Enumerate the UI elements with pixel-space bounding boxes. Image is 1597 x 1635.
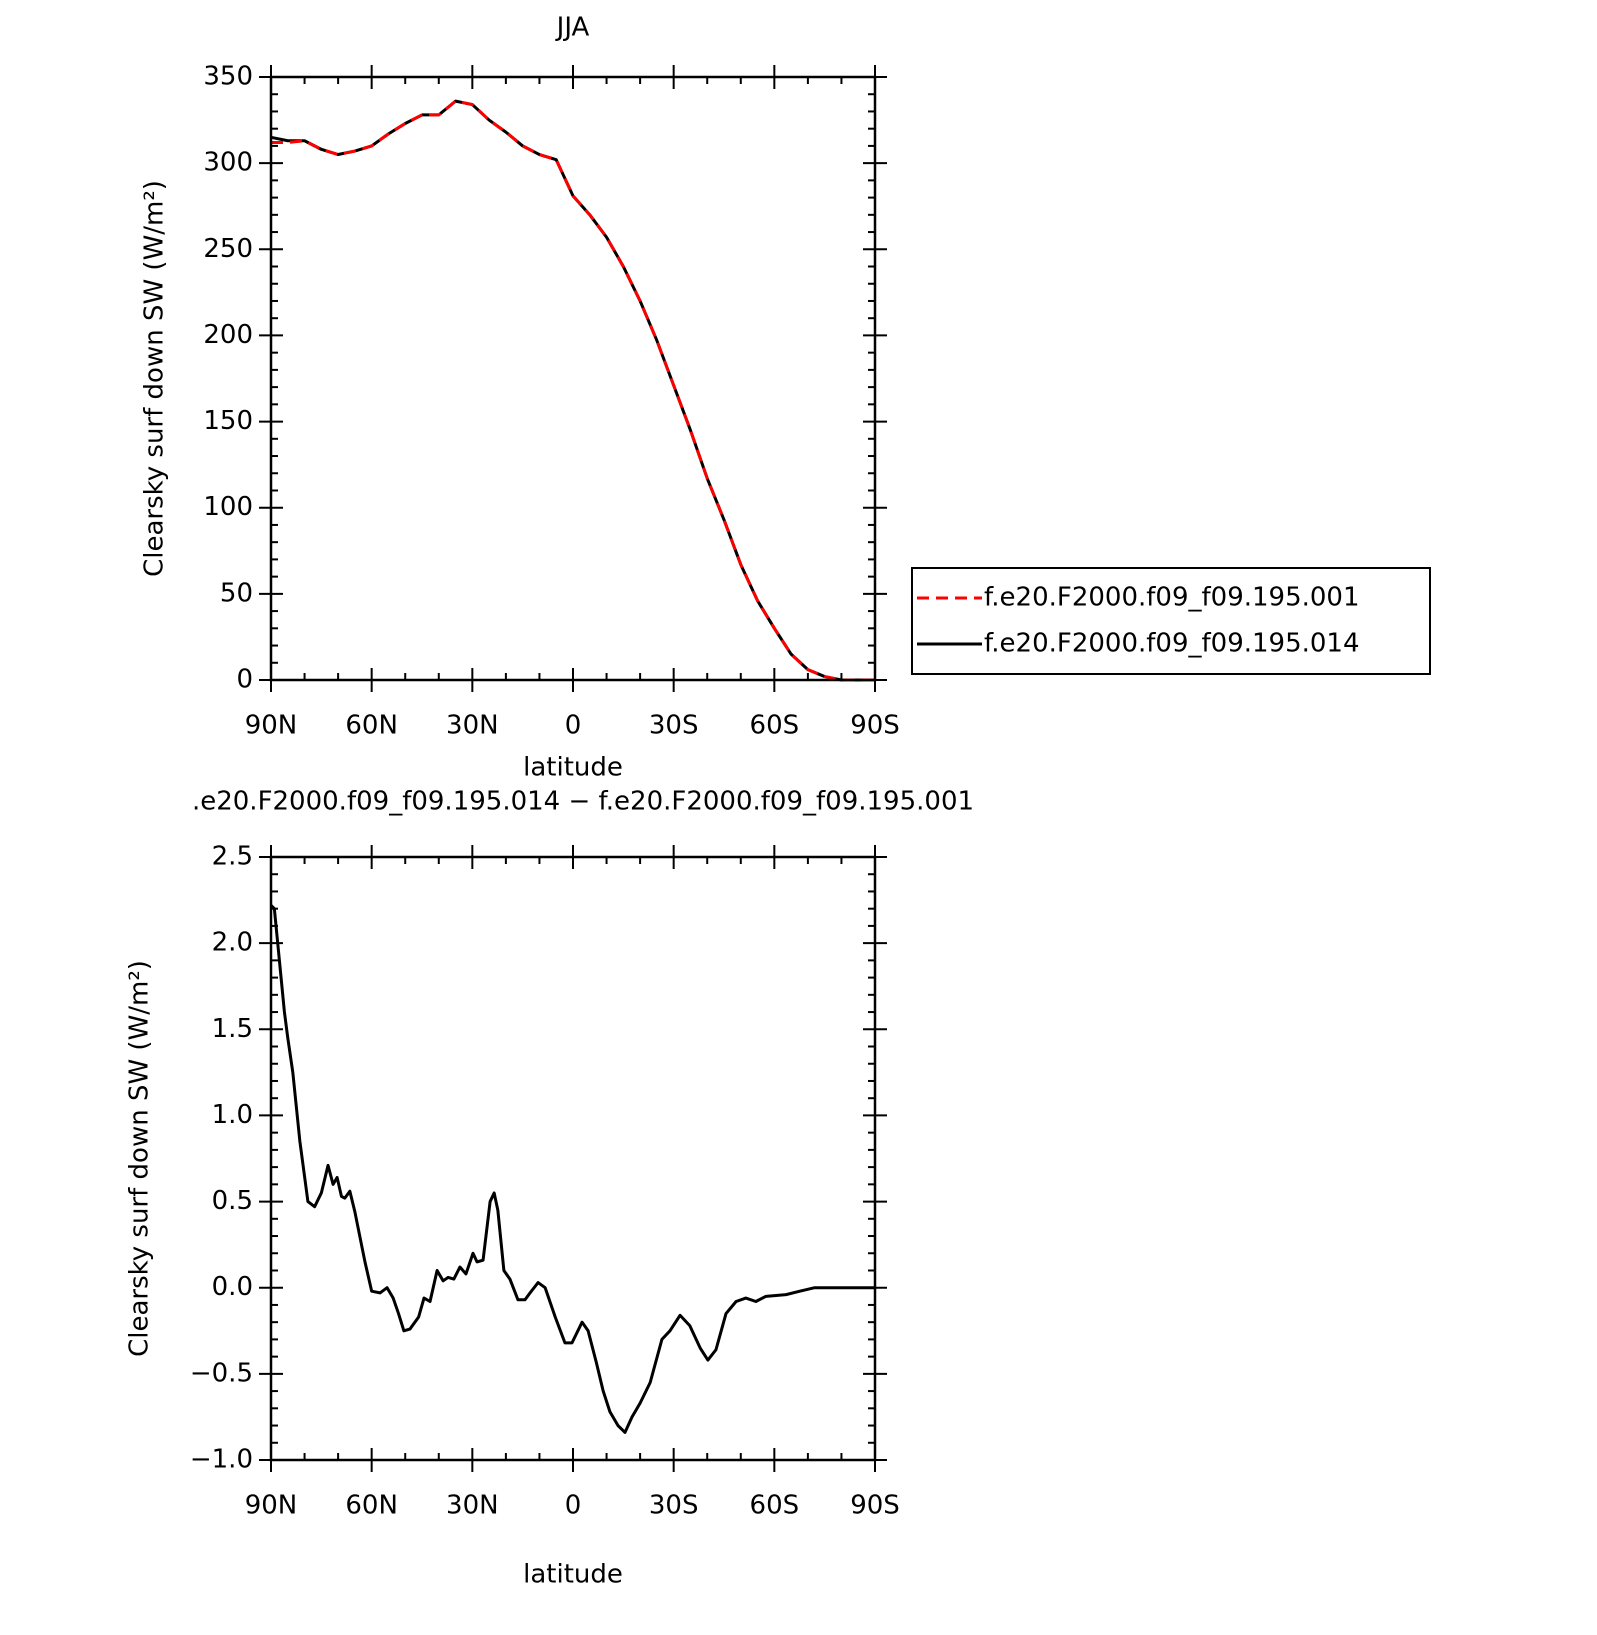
y-tick-label: 200 — [203, 320, 253, 350]
x-tick-label: 0 — [565, 1491, 582, 1521]
y-tick-label: 1.5 — [212, 1014, 253, 1044]
chart-title: JJA — [555, 13, 590, 43]
x-tick-label: 60N — [345, 1491, 398, 1521]
x-tick-label: 30N — [446, 711, 499, 741]
y-tick-label: 300 — [203, 148, 253, 178]
x-axis-label: latitude — [523, 753, 623, 783]
x-tick-label: 90N — [245, 711, 298, 741]
legend-box — [911, 567, 1431, 675]
x-tick-label: 90S — [850, 711, 900, 741]
data-line — [270, 99, 875, 682]
x-tick-label: 90N — [245, 1491, 298, 1521]
y-tick-label: −0.5 — [190, 1358, 253, 1388]
x-tick-label: 60S — [750, 1491, 800, 1521]
data-line — [271, 99, 875, 682]
y-axis-label: Clearsky surf down SW (W/m²) — [140, 180, 170, 577]
y-tick-label: 2.5 — [212, 842, 253, 872]
chart-title: .e20.F2000.f09_f09.195.014 − f.e20.F2000… — [192, 787, 974, 817]
x-axis-label: latitude — [523, 1560, 623, 1590]
x-tick-label: 60S — [750, 711, 800, 741]
y-tick-label: 0 — [236, 665, 253, 695]
y-tick-label: 100 — [203, 492, 253, 522]
y-tick-label: 1.0 — [212, 1100, 253, 1130]
x-tick-label: 30N — [446, 1491, 499, 1521]
y-tick-label: 2.0 — [212, 928, 253, 958]
x-tick-label: 30S — [649, 711, 699, 741]
y-tick-label: 0.5 — [212, 1186, 253, 1216]
x-tick-label: 0 — [565, 711, 582, 741]
y-tick-label: 150 — [203, 406, 253, 436]
x-tick-label: 60N — [345, 711, 398, 741]
y-tick-label: 50 — [220, 578, 253, 608]
legend-label: f.e20.F2000.f09_f09.195.014 — [984, 629, 1360, 659]
legend-label: f.e20.F2000.f09_f09.195.001 — [984, 583, 1360, 613]
y-tick-label: 350 — [203, 62, 253, 92]
plot-frame — [269, 855, 877, 1462]
y-tick-label: 0.0 — [212, 1272, 253, 1302]
y-tick-label: 250 — [203, 234, 253, 264]
x-tick-label: 30S — [649, 1491, 699, 1521]
y-axis-label: Clearsky surf down SW (W/m²) — [125, 960, 155, 1357]
x-tick-label: 90S — [850, 1491, 900, 1521]
plot-frame — [269, 75, 877, 682]
y-tick-label: −1.0 — [190, 1445, 253, 1475]
data-line — [269, 904, 875, 1434]
